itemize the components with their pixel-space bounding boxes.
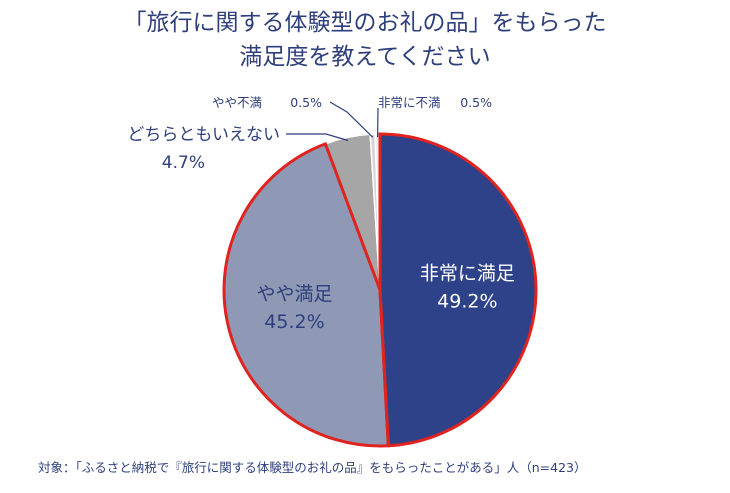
chart-footnote: 対象：「ふるさと納税で『旅行に関する体験型のお礼の品』をもらったことがある」人（… bbox=[38, 460, 587, 475]
chart-title-line-1: 「旅行に関する体験型のお礼の品」をもらった bbox=[123, 10, 607, 36]
slice-value-2: 45.2% bbox=[264, 311, 324, 333]
slice-label-3: どちらともいえない bbox=[127, 125, 280, 145]
highlight-outline-2 bbox=[222, 141, 390, 448]
leader-line-3 bbox=[286, 133, 349, 142]
slice-value-4: 0.5% bbox=[290, 95, 322, 110]
slice-value-1: 49.2% bbox=[437, 291, 497, 313]
chart-title-line-2: 満足度を教えてください bbox=[239, 44, 491, 70]
slice-label-4: やや不満 bbox=[212, 95, 262, 110]
slice-value-5: 0.5% bbox=[460, 95, 492, 110]
highlight-outline-1 bbox=[378, 132, 538, 448]
slice-value-3: 4.7% bbox=[162, 153, 205, 173]
leader-line-4 bbox=[329, 101, 374, 138]
chart-title: 「旅行に関する体験型のお礼の品」をもらった 満足度を教えてください bbox=[0, 6, 730, 74]
slice-label-1: 非常に満足 bbox=[420, 263, 515, 285]
slice-label-2: やや満足 bbox=[256, 283, 332, 305]
slice-label-5: 非常に不満 bbox=[378, 95, 441, 110]
